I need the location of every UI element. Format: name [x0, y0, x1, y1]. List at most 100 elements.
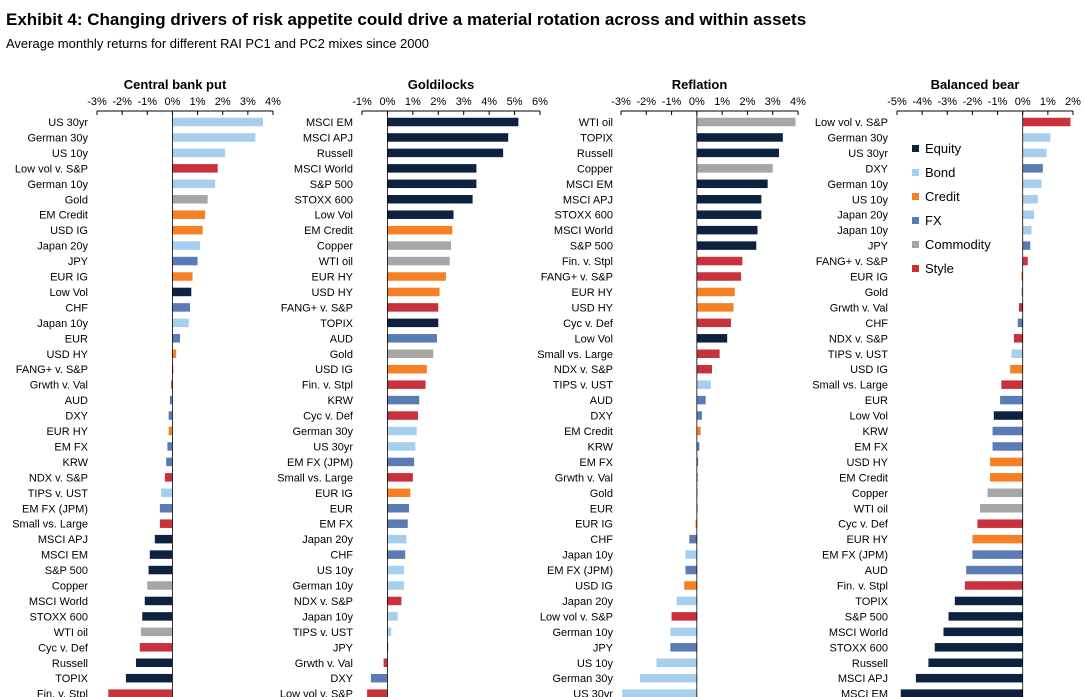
- bar: [367, 689, 388, 697]
- category-label: US 30yr: [48, 117, 88, 129]
- category-label: MSCI World: [554, 225, 613, 237]
- category-label: Grwth v. Val: [555, 472, 613, 484]
- legend-swatch: [912, 264, 919, 272]
- x-tick-label: 3%: [456, 96, 472, 108]
- x-tick-label: 1%: [190, 96, 206, 108]
- bar: [387, 241, 451, 250]
- category-label: DXY: [65, 411, 88, 423]
- category-label: WTI oil: [579, 117, 613, 129]
- bar: [1022, 256, 1028, 266]
- category-label: Grwth v. Val: [295, 658, 353, 670]
- category-label: EM FX: [319, 519, 353, 531]
- category-label: CHF: [65, 302, 88, 314]
- x-tick-label: -2%: [112, 96, 132, 108]
- category-label: S&P 500: [845, 611, 888, 623]
- bar: [990, 473, 1023, 482]
- category-label: NDX v. S&P: [554, 364, 613, 376]
- bar: [387, 581, 404, 590]
- bar: [685, 565, 697, 575]
- category-label: DXY: [865, 163, 888, 175]
- category-label: MSCI APJ: [838, 673, 888, 685]
- bar: [387, 534, 407, 544]
- category-label: US 30yr: [848, 148, 888, 160]
- bar: [172, 241, 201, 250]
- category-label: Copper: [317, 241, 353, 253]
- category-label: MSCI World: [829, 627, 888, 639]
- bar: [387, 210, 454, 219]
- x-tick-label: 4%: [790, 96, 806, 108]
- bar: [696, 164, 773, 173]
- category-label: US 10y: [52, 148, 89, 160]
- bar: [172, 334, 180, 343]
- legend-item-fx: FX: [912, 208, 991, 232]
- category-label: EUR HY: [571, 287, 613, 299]
- x-tick-label: 1%: [714, 96, 730, 108]
- bar: [972, 550, 1023, 559]
- bar: [696, 318, 731, 328]
- category-label: Small vs. Large: [537, 349, 613, 361]
- category-label: EM Credit: [304, 225, 353, 237]
- bar: [387, 504, 410, 513]
- category-label: Russell: [852, 658, 888, 670]
- bar: [696, 303, 734, 312]
- bar: [172, 256, 198, 266]
- x-tick-label: 3%: [765, 96, 781, 108]
- category-label: German 30y: [552, 673, 613, 685]
- bar: [696, 287, 735, 297]
- category-label: STOXX 600: [830, 642, 889, 654]
- bar: [135, 658, 173, 667]
- bar: [387, 179, 477, 189]
- bar: [1022, 210, 1035, 219]
- category-label: MSCI APJ: [303, 132, 353, 144]
- category-label: Japan 20y: [302, 534, 353, 546]
- bar: [1022, 179, 1042, 189]
- category-label: EM Credit: [564, 426, 613, 438]
- bar: [387, 318, 439, 328]
- legend: Equity Bond Credit FX Commodity Style: [912, 136, 991, 280]
- category-label: MSCI World: [294, 163, 353, 175]
- legend-label: Credit: [925, 188, 960, 204]
- bar: [696, 195, 762, 204]
- category-label: EM FX: [854, 441, 888, 453]
- category-label: AUD: [65, 395, 88, 407]
- category-label: Fin. v. Stpl: [302, 380, 353, 392]
- bar: [696, 426, 701, 436]
- bar: [1022, 225, 1032, 235]
- category-label: STOXX 600: [295, 194, 354, 206]
- bar: [169, 395, 173, 405]
- category-label: US 30yr: [313, 441, 353, 453]
- bar: [1018, 303, 1023, 312]
- bar: [696, 179, 768, 189]
- category-label: CHF: [590, 534, 613, 546]
- panel-title: Reflation: [672, 77, 728, 92]
- category-label: EUR IG: [575, 519, 613, 531]
- category-label: German 30y: [27, 132, 88, 144]
- bar: [696, 395, 706, 405]
- category-label: Gold: [330, 349, 353, 361]
- legend-swatch: [912, 144, 919, 152]
- x-tick-label: 1%: [405, 96, 421, 108]
- category-label: Small vs. Large: [277, 472, 353, 484]
- bar: [671, 612, 697, 621]
- category-label: EM FX: [54, 441, 88, 453]
- category-label: WTI oil: [319, 256, 353, 268]
- category-label: USD IG: [50, 225, 88, 237]
- bar: [622, 689, 697, 697]
- bar: [670, 627, 697, 637]
- category-label: EUR: [590, 503, 613, 515]
- legend-item-equity: Equity: [912, 136, 991, 160]
- legend-item-credit: Credit: [912, 184, 991, 208]
- category-label: DXY: [590, 411, 613, 423]
- category-label: FANG+ v. S&P: [16, 364, 88, 376]
- category-label: Low vol v. S&P: [540, 611, 613, 623]
- bar: [387, 457, 415, 467]
- page-title: Exhibit 4: Changing drivers of risk appe…: [6, 10, 807, 29]
- category-label: Japan 10y: [837, 225, 888, 237]
- category-label: TIPS v. UST: [828, 349, 889, 361]
- category-label: EM FX: [579, 457, 613, 469]
- category-label: KRW: [588, 441, 614, 453]
- bar: [141, 627, 173, 637]
- category-label: Low vol v. S&P: [815, 117, 888, 129]
- bar: [172, 195, 208, 204]
- bar: [696, 349, 720, 358]
